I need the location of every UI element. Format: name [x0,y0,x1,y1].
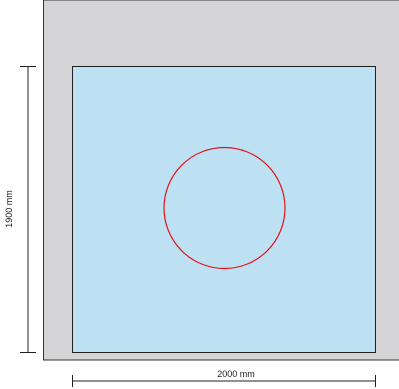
width-label: 2000 mm [217,369,255,379]
inner-panel [72,66,376,353]
height-dimension: 1900 mm [4,66,36,353]
center-circle-icon [163,146,286,270]
height-label: 1900 mm [4,190,14,228]
width-dimension: 2000 mm [72,369,376,387]
